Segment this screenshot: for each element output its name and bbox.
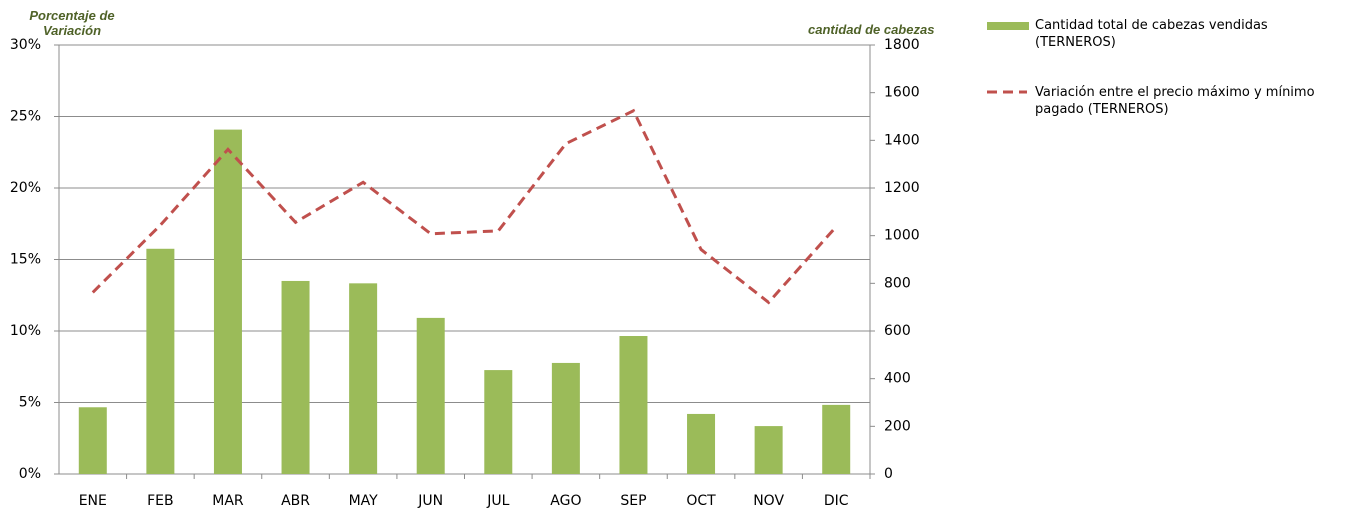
- bar: [213, 129, 242, 474]
- legend-label: Cantidad total de cabezas vendidas (TERN…: [1035, 18, 1268, 50]
- y-tick-label: 10%: [10, 323, 41, 339]
- x-tick-label: DIC: [824, 493, 849, 509]
- bar: [416, 317, 445, 474]
- x-tick-label: AGO: [550, 493, 581, 509]
- y2-tick-label: 200: [884, 418, 911, 434]
- bar: [822, 404, 851, 474]
- x-tick-label: JUL: [486, 493, 509, 509]
- y2-tick-label: 600: [884, 323, 911, 339]
- bar: [281, 280, 310, 474]
- x-tick-label: MAR: [212, 493, 244, 509]
- y-tick-label: 30%: [10, 37, 41, 53]
- y-axis-title: Porcentaje de Variación: [29, 8, 115, 38]
- bar: [754, 426, 783, 474]
- x-tick-label: NOV: [753, 493, 784, 509]
- y2-axis-title: cantidad de cabezas: [808, 22, 935, 37]
- bar: [484, 370, 513, 474]
- bar: [687, 413, 716, 474]
- bar: [78, 407, 107, 474]
- y-tick-label: 0%: [19, 466, 41, 482]
- y2-tick-label: 1400: [884, 132, 920, 148]
- legend-swatch: [987, 22, 1029, 30]
- y-tick-label: 15%: [10, 252, 41, 268]
- y-tick-label: 5%: [19, 395, 41, 411]
- y2-tick-label: 800: [884, 275, 911, 291]
- y-tick-label: 25%: [10, 109, 41, 125]
- y2-tick-label: 1800: [884, 37, 920, 53]
- y-tick-label: 20%: [10, 180, 41, 196]
- line: [91, 108, 838, 305]
- y2-tick-label: 1000: [884, 228, 920, 244]
- y2-tick-label: 0: [884, 466, 893, 482]
- x-tick-label: MAY: [349, 493, 379, 509]
- bar: [619, 336, 648, 474]
- x-tick-label: JUN: [417, 493, 443, 509]
- legend-label: Variación entre el precio máximo y mínim…: [1035, 85, 1315, 117]
- bar: [349, 283, 378, 474]
- x-tick-label: ENE: [79, 493, 107, 509]
- y2-tick-label: 1600: [884, 85, 920, 101]
- y2-tick-label: 400: [884, 371, 911, 387]
- bar: [146, 248, 175, 474]
- x-tick-label: FEB: [147, 493, 174, 509]
- y2-tick-label: 1200: [884, 180, 920, 196]
- bar: [551, 362, 580, 474]
- x-tick-label: ABR: [281, 493, 310, 509]
- x-tick-label: SEP: [620, 493, 646, 509]
- x-tick-label: OCT: [686, 493, 716, 509]
